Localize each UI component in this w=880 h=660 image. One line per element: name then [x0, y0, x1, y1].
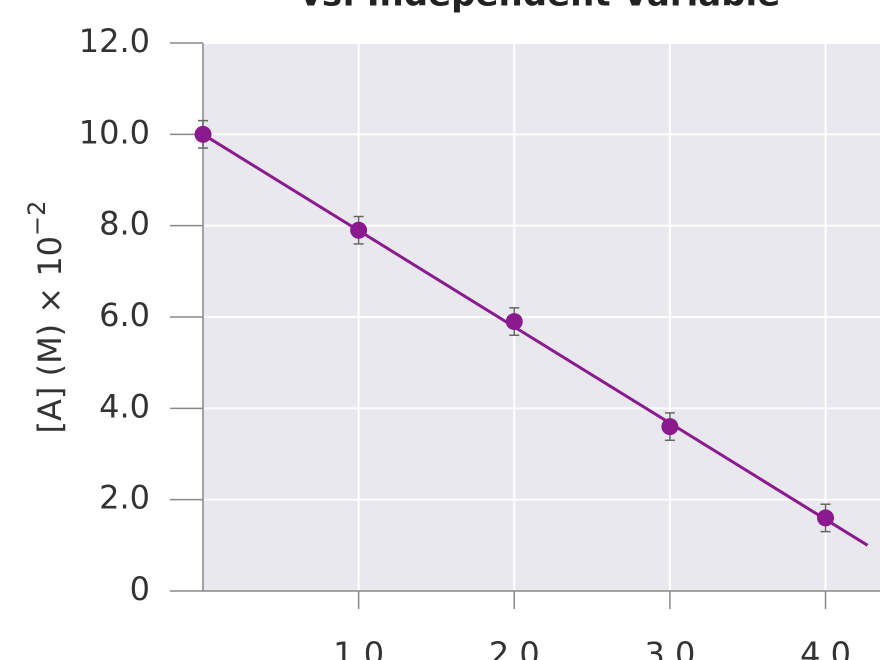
- y-tick-label: 6.0: [99, 296, 150, 334]
- chart-title: vs. Independent Variable: [300, 0, 781, 15]
- x-tick-label: 2.0: [489, 635, 540, 660]
- y-tick-label: 8.0: [99, 205, 150, 243]
- x-tick-label: 4.0: [800, 635, 851, 660]
- data-point: [350, 221, 368, 239]
- data-point: [661, 418, 679, 436]
- y-tick-label: 12.0: [79, 22, 150, 60]
- y-tick-label: 2.0: [99, 479, 150, 517]
- y-label-exponent: −2: [23, 201, 51, 236]
- x-tick-label: 3.0: [644, 635, 695, 660]
- data-point: [194, 125, 212, 143]
- y-tick-label: 0: [130, 570, 150, 608]
- y-label-text: [A] (M) × 10: [31, 236, 69, 433]
- data-point: [505, 313, 523, 331]
- y-tick-label: 10.0: [79, 113, 150, 151]
- x-tick-label: 1.0: [333, 635, 384, 660]
- fit-line: [202, 133, 869, 547]
- data-point: [817, 509, 835, 527]
- y-axis-label: [A] (M) × 10−2: [23, 201, 69, 434]
- y-tick-label: 4.0: [99, 387, 150, 425]
